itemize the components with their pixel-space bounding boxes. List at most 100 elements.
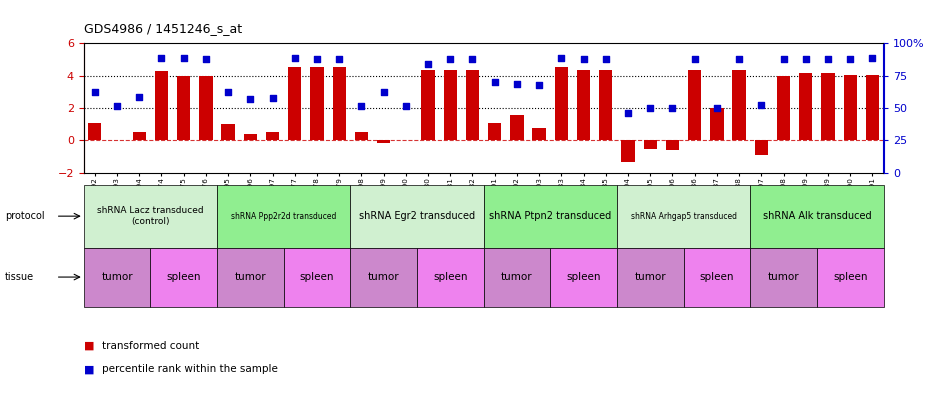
Bar [621, 140, 634, 162]
Text: protocol: protocol [5, 211, 45, 221]
Text: transformed count: transformed count [102, 341, 200, 351]
Point [776, 55, 790, 62]
Text: shRNA Alk transduced: shRNA Alk transduced [763, 211, 871, 221]
Bar [488, 123, 501, 140]
Text: tumor: tumor [501, 272, 533, 282]
Point [243, 96, 258, 102]
Point [510, 81, 525, 87]
Bar [533, 127, 546, 140]
Text: shRNA Ptpn2 transduced: shRNA Ptpn2 transduced [489, 211, 611, 221]
Point [754, 102, 769, 108]
Bar [599, 70, 613, 140]
Point [554, 55, 569, 61]
Point [576, 55, 591, 62]
Bar [666, 140, 679, 150]
Point [465, 55, 480, 62]
Bar [551, 248, 617, 307]
Text: ■: ■ [84, 364, 94, 375]
Point [154, 55, 169, 61]
Point [265, 95, 280, 101]
Point [132, 94, 147, 100]
Bar [351, 248, 417, 307]
Bar [711, 108, 724, 140]
Point [176, 55, 191, 61]
Text: tumor: tumor [101, 272, 133, 282]
Bar [333, 67, 346, 140]
Point [310, 55, 325, 62]
Bar [777, 75, 790, 140]
Text: tumor: tumor [634, 272, 666, 282]
Bar [484, 248, 551, 307]
Bar [644, 140, 657, 149]
Bar [751, 248, 817, 307]
Bar [751, 185, 883, 248]
Bar [288, 67, 301, 140]
Bar [417, 248, 484, 307]
Bar [84, 185, 217, 248]
Point [443, 55, 458, 62]
Bar [266, 132, 279, 140]
Text: spleen: spleen [166, 272, 201, 282]
Point [598, 55, 613, 62]
Text: spleen: spleen [833, 272, 868, 282]
Bar [511, 116, 524, 140]
Text: shRNA Lacz transduced
(control): shRNA Lacz transduced (control) [97, 206, 204, 226]
Point [220, 89, 235, 95]
Point [287, 55, 302, 61]
Bar [221, 124, 234, 140]
Text: shRNA Ppp2r2d transduced: shRNA Ppp2r2d transduced [231, 212, 337, 220]
Point [687, 55, 702, 62]
Bar [554, 67, 568, 140]
Bar [866, 75, 879, 140]
Bar [151, 248, 217, 307]
Bar [466, 70, 479, 140]
Bar [217, 248, 284, 307]
Point [376, 89, 391, 95]
Bar [88, 123, 101, 140]
Text: tumor: tumor [234, 272, 266, 282]
Point [643, 105, 658, 111]
Point [620, 110, 635, 116]
Point [710, 105, 724, 111]
Text: spleen: spleen [299, 272, 334, 282]
Point [532, 82, 547, 88]
Bar [84, 248, 151, 307]
Text: shRNA Arhgap5 transduced: shRNA Arhgap5 transduced [631, 212, 737, 220]
Text: tumor: tumor [367, 272, 400, 282]
Bar [244, 134, 257, 140]
Point [487, 79, 502, 85]
Point [820, 55, 835, 62]
Bar [817, 248, 883, 307]
Point [87, 89, 102, 95]
Point [665, 105, 680, 111]
Bar [799, 73, 813, 140]
Text: GDS4986 / 1451246_s_at: GDS4986 / 1451246_s_at [84, 22, 242, 35]
Bar [217, 185, 351, 248]
Bar [484, 185, 617, 248]
Point [865, 55, 880, 61]
Text: tissue: tissue [5, 272, 33, 282]
Point [110, 103, 125, 110]
Text: ■: ■ [84, 341, 94, 351]
Bar [421, 70, 434, 140]
Bar [177, 75, 191, 140]
Bar [821, 73, 834, 140]
Text: percentile rank within the sample: percentile rank within the sample [102, 364, 278, 375]
Bar [733, 70, 746, 140]
Bar [617, 185, 751, 248]
Bar [688, 70, 701, 140]
Bar [617, 248, 684, 307]
Bar [354, 132, 368, 140]
Bar [311, 67, 324, 140]
Bar [444, 70, 457, 140]
Text: spleen: spleen [699, 272, 734, 282]
Point [354, 103, 369, 110]
Text: spleen: spleen [433, 272, 468, 282]
Text: spleen: spleen [566, 272, 601, 282]
Point [332, 56, 347, 62]
Bar [754, 140, 768, 155]
Point [398, 103, 413, 109]
Point [732, 55, 747, 62]
Bar [154, 71, 168, 140]
Point [420, 61, 435, 68]
